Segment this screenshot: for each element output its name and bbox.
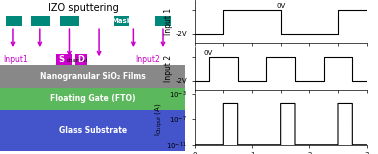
Text: channel: channel xyxy=(67,58,87,63)
Y-axis label: I$_{Output}$ (A): I$_{Output}$ (A) xyxy=(153,103,165,136)
Text: Nanogranular SiO₂ Films: Nanogranular SiO₂ Films xyxy=(40,72,146,81)
Y-axis label: Input 1: Input 1 xyxy=(164,8,173,35)
FancyBboxPatch shape xyxy=(75,54,87,65)
FancyBboxPatch shape xyxy=(56,54,72,65)
FancyBboxPatch shape xyxy=(60,16,79,26)
FancyBboxPatch shape xyxy=(155,16,171,26)
FancyBboxPatch shape xyxy=(0,65,185,88)
FancyBboxPatch shape xyxy=(0,110,185,151)
Text: Glass Substrate: Glass Substrate xyxy=(59,126,127,135)
Text: Input1: Input1 xyxy=(4,55,28,64)
Text: D: D xyxy=(77,55,85,64)
Text: Mask: Mask xyxy=(111,18,132,24)
Text: 0V: 0V xyxy=(276,3,285,9)
Text: Floating Gate (FTO): Floating Gate (FTO) xyxy=(50,94,135,103)
FancyBboxPatch shape xyxy=(31,16,50,26)
FancyBboxPatch shape xyxy=(6,16,22,26)
Text: IZO sputtering: IZO sputtering xyxy=(48,3,119,13)
FancyBboxPatch shape xyxy=(114,16,129,26)
Text: 0V: 0V xyxy=(204,50,213,56)
Text: S: S xyxy=(58,55,64,64)
Text: Input2: Input2 xyxy=(135,55,160,64)
Y-axis label: Input 2: Input 2 xyxy=(164,55,173,82)
FancyBboxPatch shape xyxy=(0,88,185,110)
